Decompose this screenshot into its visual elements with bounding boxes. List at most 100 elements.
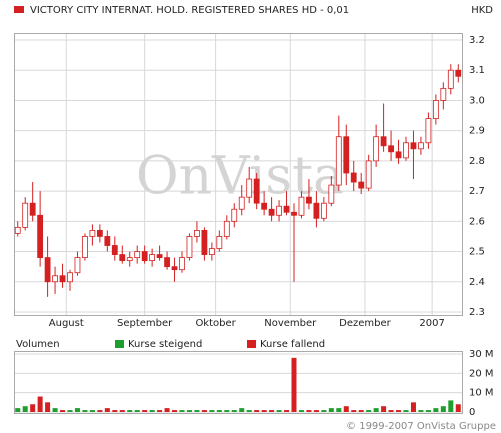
y-tick-label: 2.7 <box>469 186 485 197</box>
volume-bar <box>172 410 178 412</box>
candle-body <box>171 266 178 271</box>
candle-body <box>96 229 103 237</box>
volume-bar <box>381 406 387 412</box>
y-tick-label: 0 <box>469 407 475 418</box>
x-tick-label: September <box>117 318 173 329</box>
volume-bar <box>403 410 409 412</box>
y-tick-label: 2.3 <box>469 307 485 318</box>
candle-body <box>328 184 335 204</box>
volume-bar <box>52 408 58 412</box>
volume-bar <box>343 406 349 412</box>
volume-bar <box>366 410 372 412</box>
y-tick-label: 2.9 <box>469 126 485 137</box>
candle-body <box>320 202 327 219</box>
volume-bar <box>30 404 36 412</box>
candle-body <box>276 205 282 216</box>
volume-bar <box>418 410 424 412</box>
volume-bar <box>328 408 334 412</box>
candle-body <box>395 151 402 159</box>
candle-body <box>283 205 290 213</box>
candle-body <box>298 196 305 216</box>
y-tick-label: 2.6 <box>469 216 485 227</box>
volume-bar <box>313 410 319 412</box>
volume-bar <box>425 410 431 412</box>
candle-body <box>425 118 432 144</box>
candle-body <box>216 236 223 249</box>
candle-body <box>388 145 394 153</box>
candle-body <box>186 236 193 258</box>
candle-body <box>268 208 275 216</box>
y-tick-label: 20 M <box>469 368 494 379</box>
candle-body <box>74 257 81 274</box>
candle-body <box>410 142 417 150</box>
volume-bar <box>246 410 252 412</box>
legend-label: Kurse steigend <box>128 339 202 350</box>
volume-bar <box>201 410 207 412</box>
volume-bar <box>104 408 110 412</box>
volume-bar <box>396 410 402 412</box>
volume-bar <box>97 410 103 412</box>
volume-bar <box>261 410 267 412</box>
volume-bar <box>284 410 290 412</box>
candle-body <box>432 100 439 119</box>
volume-bar <box>351 410 357 412</box>
y-tick-label: 10 M <box>469 388 494 399</box>
volume-bar <box>112 410 118 412</box>
candle-body <box>89 229 96 237</box>
volume-bar <box>231 410 237 412</box>
legend-swatch <box>115 340 124 348</box>
volume-bar <box>298 410 304 412</box>
candle-body <box>261 202 268 210</box>
x-tick-label: November <box>264 318 317 329</box>
candle-body <box>403 142 409 159</box>
volume-bar <box>149 410 155 412</box>
candle-body <box>335 136 342 186</box>
candle-body <box>231 208 238 222</box>
candle-body <box>179 257 185 271</box>
volume-bar <box>209 410 215 412</box>
volume-bar <box>89 410 95 412</box>
volume-bar <box>358 410 364 412</box>
volume-bar <box>22 406 28 412</box>
y-tick-label: 3.1 <box>469 65 485 76</box>
candle-body <box>44 257 51 283</box>
candle-body <box>380 136 387 147</box>
volume-bar <box>67 410 73 412</box>
volume-bar <box>164 408 170 412</box>
volume-bar <box>157 410 163 412</box>
candle-body <box>149 254 156 262</box>
candle-body <box>37 214 44 259</box>
price-frame <box>14 33 463 316</box>
volume-bar <box>194 410 200 412</box>
candle-body <box>134 251 141 259</box>
candle-body <box>365 160 372 189</box>
volume-bar <box>448 400 454 412</box>
y-tick-label: 30 M <box>469 349 494 360</box>
chart-title: VICTORY CITY INTERNAT. HOLD. REGISTERED … <box>30 5 349 16</box>
candle-body <box>246 178 253 198</box>
volume-bar <box>254 410 260 412</box>
volume-bar <box>179 410 185 412</box>
volume-bar <box>82 410 88 412</box>
volume-title: Volumen <box>16 339 60 350</box>
candle-body <box>119 254 126 262</box>
candle-body <box>111 245 118 255</box>
y-tick-label: 3.2 <box>469 35 485 46</box>
candle-body <box>253 178 260 204</box>
volume-bar <box>336 408 342 412</box>
candle-body <box>29 202 36 216</box>
candle-body <box>208 248 215 255</box>
y-tick-label: 3.0 <box>469 95 485 106</box>
volume-frame <box>14 351 463 414</box>
volume-bar <box>224 410 230 412</box>
candle-body <box>306 196 312 204</box>
volume-bar <box>410 402 416 412</box>
x-tick-label: 2007 <box>419 318 444 329</box>
volume-bar <box>440 406 446 412</box>
candle-body <box>373 136 380 162</box>
candle-body <box>201 229 208 255</box>
candle-body <box>418 142 424 150</box>
volume-bar <box>45 402 51 412</box>
candle-body <box>440 87 447 101</box>
volume-bar <box>60 410 66 412</box>
